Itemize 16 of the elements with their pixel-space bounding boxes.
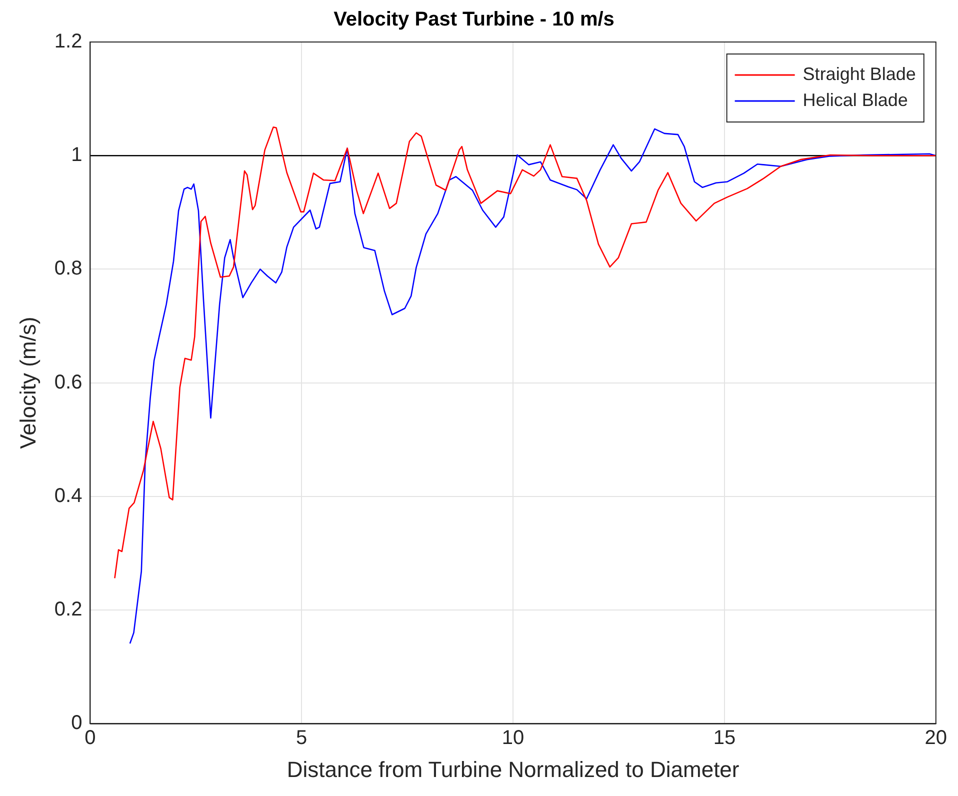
chart-title: Velocity Past Turbine - 10 m/s xyxy=(334,8,614,31)
x-tick-label: 5 xyxy=(296,727,308,750)
legend-label: Helical Blade xyxy=(802,90,908,110)
legend-label: Straight Blade xyxy=(802,64,916,84)
x-tick-label: 15 xyxy=(713,727,736,750)
y-tick-label: 1 xyxy=(71,144,82,166)
y-tick-label: 0.8 xyxy=(54,258,82,280)
y-tick-label: 0.4 xyxy=(54,484,82,507)
y-tick-label: 1.2 xyxy=(54,30,82,53)
y-tick-label: 0.2 xyxy=(54,598,82,621)
x-axis-title: Distance from Turbine Normalized to Diameter xyxy=(286,756,740,782)
y-tick-label: 0.6 xyxy=(54,371,82,394)
y-tick-label: 0 xyxy=(71,712,82,734)
x-tick-label: 10 xyxy=(502,727,524,750)
y-axis-title: Velocity (m/s) xyxy=(15,316,40,449)
x-tick-label: 20 xyxy=(924,727,947,750)
